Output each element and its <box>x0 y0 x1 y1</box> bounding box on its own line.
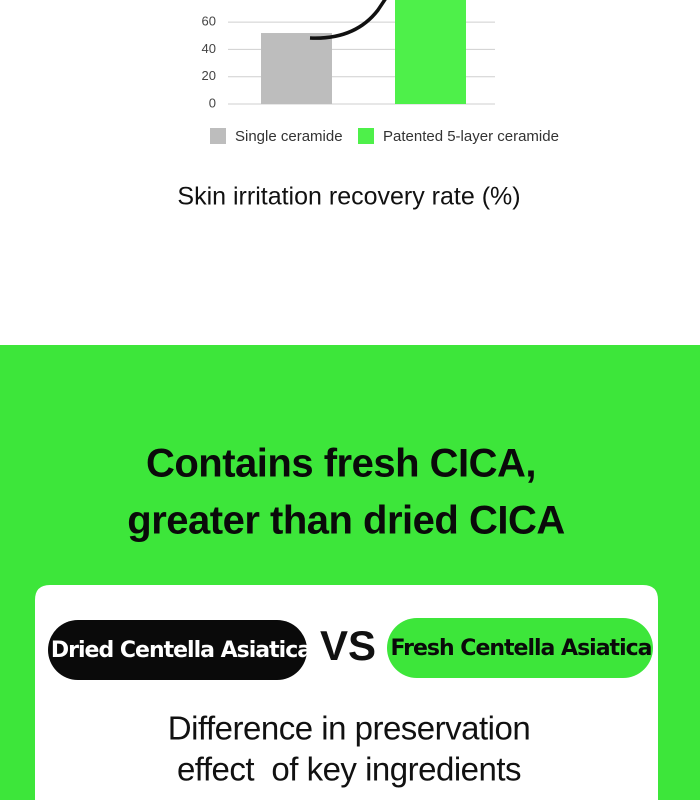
arrow-curve <box>309 0 387 40</box>
legend-label: Patented 5-layer ceramide <box>383 128 559 145</box>
y-tick-label: 40 <box>202 41 216 56</box>
legend-label: Single ceramide <box>235 128 343 145</box>
plot: 0 20 40 60 Single ceramide Patented 5-layer c… <box>202 0 559 145</box>
fresh-label: Fresh Centella Asiatica <box>390 636 651 661</box>
y-tick-label: 0 <box>209 95 216 110</box>
bar <box>261 33 332 104</box>
heading-line: greater than dried CICA <box>127 499 564 543</box>
legend-swatch <box>210 128 226 144</box>
chart-title: Skin irritation recovery rate (%) <box>177 183 520 211</box>
dried-label: Dried Centella Asiatica <box>51 638 311 663</box>
heading-line: Contains fresh CICA, <box>146 442 536 486</box>
legend-swatch <box>358 128 374 144</box>
y-tick-label: 60 <box>202 14 216 29</box>
fresh-pill <box>387 618 653 678</box>
y-tick-label: 20 <box>202 68 216 83</box>
dried-pill <box>48 620 307 680</box>
subheading-line: effect of key ingredients <box>177 751 521 788</box>
subheading-line: Difference in preservation <box>168 710 530 747</box>
bar <box>395 0 466 105</box>
vs-label: VS <box>320 622 376 669</box>
